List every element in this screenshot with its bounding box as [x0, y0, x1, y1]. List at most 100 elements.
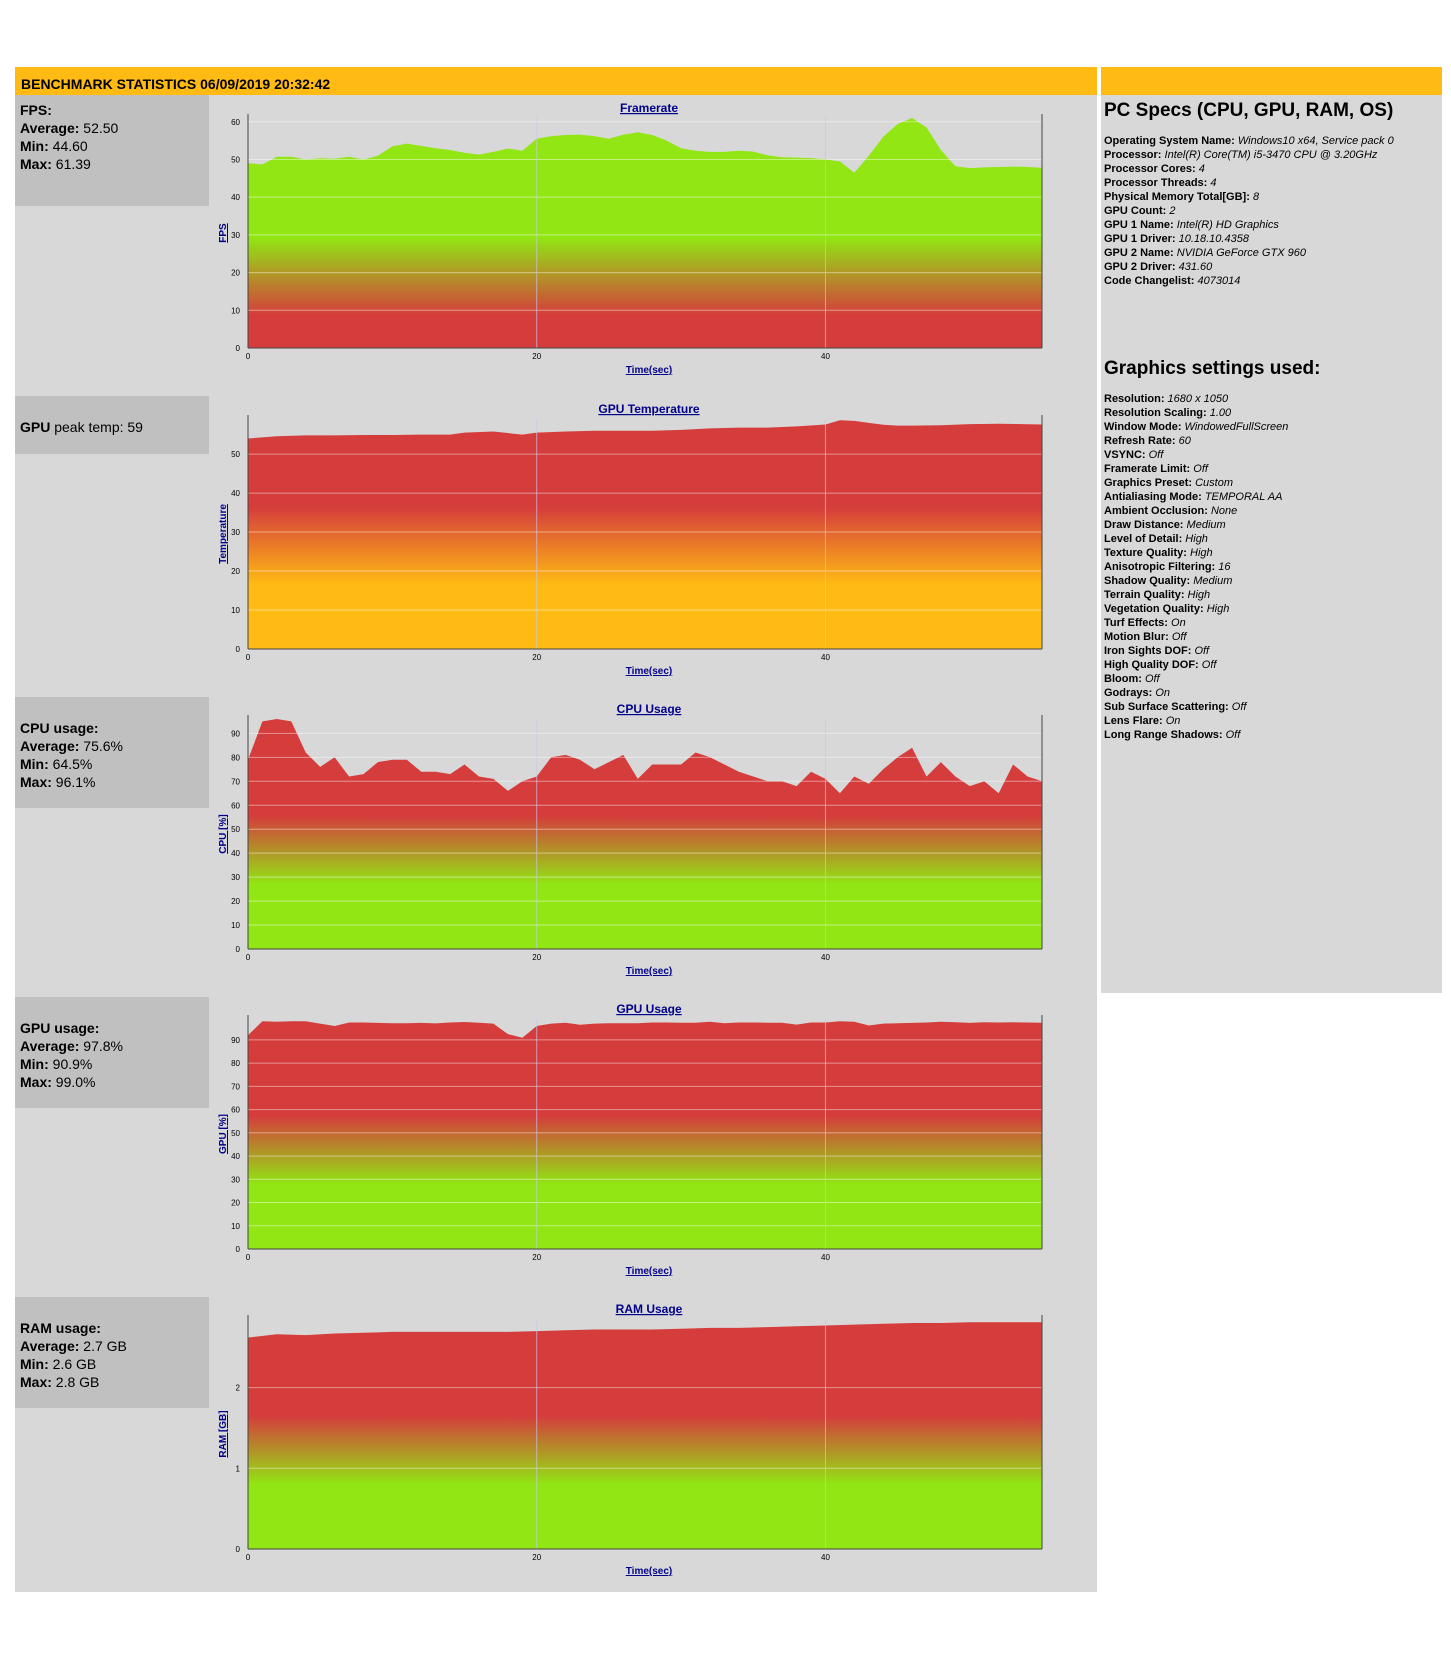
- ram_usage-y-label: RAM [GB]: [218, 1410, 229, 1457]
- fps-avg: 52.50: [83, 120, 119, 136]
- graphics-setting-item-value: 60: [1175, 435, 1191, 447]
- y-tick-label: 70: [231, 777, 240, 786]
- pc-spec-item-label: Processor Cores:: [1104, 163, 1196, 175]
- graphics-setting-item: Lens Flare: On: [1104, 714, 1438, 728]
- pc-spec-item: GPU 2 Name: NVIDIA GeForce GTX 960: [1104, 246, 1438, 260]
- graphics-setting-item: Resolution Scaling: 1.00: [1104, 406, 1438, 420]
- framerate-x-label: Time(sec): [626, 365, 673, 376]
- graphics-setting-item-value: WindowedFullScreen: [1181, 421, 1289, 433]
- graphics-setting-item-value: On: [1152, 687, 1171, 699]
- graphics-setting-item-value: Off: [1222, 729, 1241, 741]
- graphics-setting-item: Godrays: On: [1104, 686, 1438, 700]
- graphics-setting-item-label: Bloom:: [1104, 673, 1142, 685]
- graphics-setting-item-value: High: [1184, 589, 1211, 601]
- specs-panel: [1101, 95, 1442, 993]
- pc-spec-item: GPU 1 Driver: 10.18.10.4358: [1104, 232, 1438, 246]
- graphics-settings-title: Graphics settings used:: [1104, 358, 1321, 379]
- graphics-setting-item-label: Terrain Quality:: [1104, 589, 1185, 601]
- y-tick-label: 40: [231, 1152, 240, 1161]
- fps-label: FPS:: [20, 102, 52, 118]
- y-tick-label: 30: [231, 528, 240, 537]
- cpu-avg-label: Average:: [20, 738, 80, 754]
- y-tick-label: 20: [231, 1199, 240, 1208]
- fps-max: 61.39: [55, 156, 91, 172]
- graphics-setting-item-label: Graphics Preset:: [1104, 477, 1193, 489]
- pc-spec-item: GPU 2 Driver: 431.60: [1104, 260, 1438, 274]
- y-tick-label: 30: [231, 231, 240, 240]
- gpu_temperature-svg: 0 10 20 30 40 50 0 20 40 GPU Temperature Time(sec)…: [218, 402, 1043, 677]
- y-tick-label: 50: [231, 155, 240, 164]
- gpu_usage-x-label: Time(sec): [626, 1266, 673, 1277]
- fps-min-label: Min:: [20, 138, 49, 154]
- pc-spec-item: GPU 1 Name: Intel(R) HD Graphics: [1104, 218, 1438, 232]
- y-tick-label: 60: [231, 118, 240, 127]
- graphics-setting-item-value: High: [1203, 603, 1230, 615]
- y-tick-label: 10: [231, 606, 240, 615]
- ram-label: RAM usage:: [20, 1320, 101, 1336]
- graphics-setting-item-label: Turf Effects:: [1104, 617, 1168, 629]
- graphics-setting-item: Refresh Rate: 60: [1104, 434, 1438, 448]
- gpu-label: GPU usage:: [20, 1020, 100, 1036]
- cpu_usage-area: [248, 719, 1042, 949]
- y-tick-label: 0: [236, 945, 241, 954]
- ram_usage-area: [248, 1322, 1042, 1549]
- x-tick-label: 40: [821, 653, 830, 662]
- graphics-setting-item-label: Vegetation Quality:: [1104, 603, 1204, 615]
- graphics-settings-list: Resolution: 1680 x 1050 Resolution Scalin…: [1104, 392, 1438, 742]
- graphics-setting-item-label: Resolution Scaling:: [1104, 407, 1207, 419]
- x-tick-label: 40: [821, 1553, 830, 1562]
- ram-min: 2.6 GB: [52, 1356, 97, 1372]
- gpu-min: 90.9%: [52, 1056, 93, 1072]
- cpu-stats: CPU usage: Average: 75.6% Min: 64.5% Max…: [15, 697, 209, 808]
- cpu-avg: 75.6%: [83, 738, 123, 754]
- y-tick-label: 1: [236, 1464, 241, 1473]
- pc-spec-item-label: GPU Count:: [1104, 205, 1167, 217]
- y-tick-label: 90: [231, 729, 240, 738]
- graphics-setting-item: Long Range Shadows: Off: [1104, 728, 1438, 742]
- graphics-setting-item: Turf Effects: On: [1104, 616, 1438, 630]
- x-tick-label: 0: [246, 953, 251, 962]
- header-bar: BENCHMARK STATISTICS 06/09/2019 20:32:42: [15, 67, 1097, 95]
- gpu_temperature-x-label: Time(sec): [626, 666, 673, 677]
- gpu_usage-svg: 0 10 20 30 40 50 60 70 80 90 0 20 40 GPU Usage Time(se…: [218, 1002, 1043, 1277]
- graphics-setting-item-label: Sub Surface Scattering:: [1104, 701, 1229, 713]
- fps-stats: FPS: Average: 52.50 Min: 44.60 Max: 61.3…: [15, 95, 209, 206]
- framerate-chart: 0 10 20 30 40 50 60 0 20 40 Framerate Time(sec) FPS: [210, 100, 1064, 383]
- ram_usage-x-label: Time(sec): [626, 1566, 673, 1577]
- pc-spec-item-label: Physical Memory Total[GB]:: [1104, 191, 1250, 203]
- pc-spec-item-value: Windows10 x64, Service pack 0: [1234, 135, 1394, 147]
- gpu-temperature-chart: 0 10 20 30 40 50 0 20 40 GPU Temperature Time(sec)…: [210, 401, 1064, 684]
- cpu_usage-svg: 0 10 20 30 40 50 60 70 80 90 0 20 40 CPU Usage Time(se…: [218, 702, 1043, 977]
- ram-avg-label: Average:: [20, 1338, 80, 1354]
- cpu-label: CPU usage:: [20, 720, 99, 736]
- graphics-setting-item-value: 1680 x 1050: [1164, 393, 1229, 405]
- graphics-setting-item-value: High: [1186, 547, 1213, 559]
- x-tick-label: 20: [532, 953, 541, 962]
- graphics-setting-item-value: Off: [1168, 631, 1187, 643]
- graphics-setting-item-label: Framerate Limit:: [1104, 463, 1191, 475]
- y-tick-label: 50: [231, 450, 240, 459]
- cpu_usage-y-label: CPU [%]: [218, 814, 229, 853]
- x-tick-label: 20: [532, 653, 541, 662]
- graphics-setting-item-value: TEMPORAL AA: [1201, 491, 1283, 503]
- graphics-setting-item-value: 16: [1215, 561, 1231, 573]
- y-tick-label: 20: [231, 567, 240, 576]
- x-tick-label: 40: [821, 352, 830, 361]
- graphics-setting-item-value: 1.00: [1206, 407, 1232, 419]
- graphics-setting-item-value: On: [1167, 617, 1186, 629]
- pc-spec-item-label: GPU 1 Driver:: [1104, 233, 1176, 245]
- graphics-setting-item: Ambient Occlusion: None: [1104, 504, 1438, 518]
- framerate-svg: 0 10 20 30 40 50 60 0 20 40 Framerate Time(sec) FPS: [218, 101, 1043, 376]
- header-bar-right: [1101, 67, 1442, 95]
- graphics-setting-item: Draw Distance: Medium: [1104, 518, 1438, 532]
- pc-spec-item-value: 2: [1166, 205, 1176, 217]
- graphics-setting-item-value: Custom: [1192, 477, 1234, 489]
- gpu-avg-label: Average:: [20, 1038, 80, 1054]
- graphics-setting-item: VSYNC: Off: [1104, 448, 1438, 462]
- gpu-usage-chart: 0 10 20 30 40 50 60 70 80 90 0 20 40 GPU Usage Time(se…: [210, 1001, 1064, 1284]
- graphics-setting-item: Anisotropic Filtering: 16: [1104, 560, 1438, 574]
- pc-spec-item: Operating System Name: Windows10 x64, Se…: [1104, 134, 1438, 148]
- y-tick-label: 0: [236, 1545, 241, 1554]
- graphics-setting-item-label: Godrays:: [1104, 687, 1153, 699]
- y-tick-label: 70: [231, 1082, 240, 1091]
